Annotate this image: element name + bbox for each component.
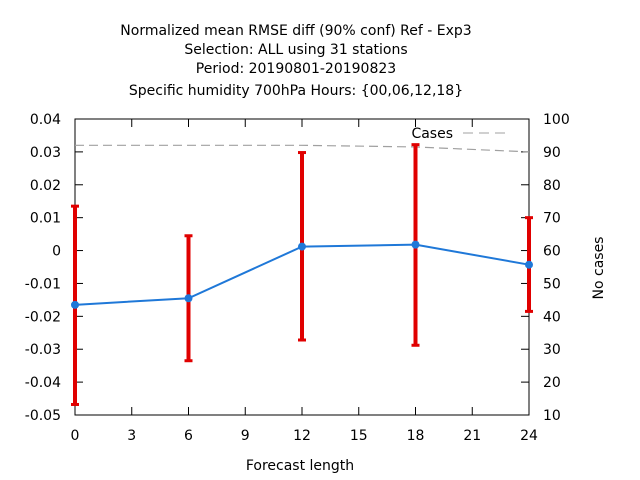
legend-label-cases: Cases [411, 126, 453, 142]
y-tick-label: 0.01 [30, 211, 61, 227]
y-tick-label: -0.04 [25, 375, 61, 391]
legend: Cases [411, 126, 511, 142]
y2-tick-label: 10 [543, 408, 561, 424]
x-tick-label: 21 [463, 428, 481, 444]
title-line-4: Specific humidity 700hPa Hours: {00,06,1… [129, 83, 463, 99]
title-line-3: Period: 20190801-20190823 [196, 61, 396, 77]
x-axis: 0 3 6 9 12 15 18 21 24 [71, 119, 538, 444]
main-series [71, 143, 533, 406]
y2-tick-label: 90 [543, 145, 561, 161]
y2-tick-label: 60 [543, 244, 561, 260]
y2-tick-label: 80 [543, 178, 561, 194]
data-point [411, 240, 420, 249]
y-tick-label: -0.01 [25, 276, 61, 292]
y-tick-label: 0.03 [30, 145, 61, 161]
y2-tick-label: 40 [543, 309, 561, 325]
title-line-1: Normalized mean RMSE diff (90% conf) Ref… [120, 23, 471, 39]
x-tick-label: 24 [520, 428, 538, 444]
x-tick-label: 0 [71, 428, 80, 444]
cases-series [74, 144, 530, 153]
y-axis-left: -0.05 -0.04 -0.03 -0.02 -0.01 0 0.01 0.02 0.03 0.… [25, 112, 83, 424]
y2-tick-label: 30 [543, 342, 561, 358]
y-tick-label: 0.04 [30, 112, 61, 128]
x-axis-label: Forecast length [246, 458, 354, 474]
x-tick-label: 12 [293, 428, 311, 444]
y-tick-label: -0.03 [25, 342, 61, 358]
y-tick-label: 0 [52, 244, 61, 260]
title-line-2: Selection: ALL using 31 stations [184, 42, 407, 58]
data-point [184, 294, 193, 303]
x-tick-label: 9 [241, 428, 250, 444]
x-tick-label: 18 [407, 428, 425, 444]
y2-tick-label: 20 [543, 375, 561, 391]
data-point [71, 300, 79, 309]
y2-tick-label: 70 [543, 211, 561, 227]
y2-tick-label: 50 [543, 276, 561, 292]
data-point [298, 242, 306, 251]
y-axis-right: 10 20 30 40 50 60 70 80 90 100 [521, 112, 570, 424]
y2-tick-label: 100 [543, 112, 570, 128]
y-tick-label: -0.05 [25, 408, 61, 424]
data-point [525, 260, 533, 269]
y-tick-label: -0.02 [25, 309, 61, 325]
y2-axis-label: No cases [591, 237, 607, 300]
y-tick-label: 0.02 [30, 178, 61, 194]
x-tick-label: 6 [184, 428, 193, 444]
x-tick-label: 3 [127, 428, 136, 444]
cases-line [75, 144, 530, 153]
x-tick-label: 15 [350, 428, 368, 444]
chart-title: Normalized mean RMSE diff (90% conf) Ref… [120, 23, 471, 99]
